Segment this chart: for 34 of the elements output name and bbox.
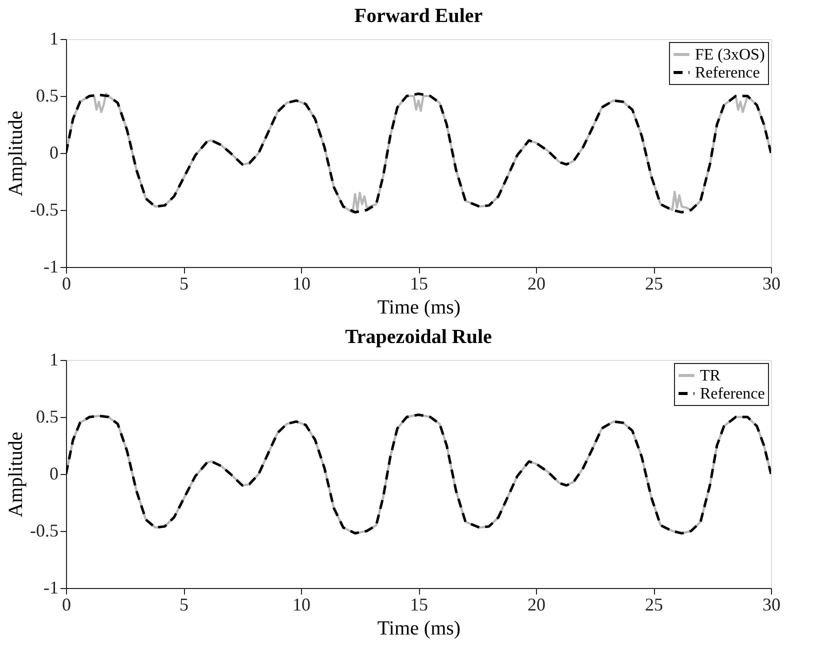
legend-label: Reference — [700, 386, 765, 402]
y-tick-label: 0.5 — [36, 86, 58, 106]
y-tick-label: 0.5 — [36, 406, 58, 426]
y-tick-label: -1 — [44, 256, 58, 276]
x-tick-label: 20 — [528, 274, 546, 294]
legend-label: FE (3xOS) — [695, 46, 765, 64]
y-axis-title: Amplitude — [5, 110, 28, 196]
legend-label: Reference — [695, 64, 760, 82]
x-tick-label: 10 — [292, 594, 310, 614]
y-axis-title: Amplitude — [5, 432, 28, 518]
y-tick-label: 1 — [50, 350, 58, 370]
y-tick-label: -0.5 — [30, 520, 58, 540]
x-tick-label: 15 — [410, 594, 428, 614]
y-tick-label: 0 — [50, 464, 58, 484]
x-tick-label: 5 — [180, 594, 188, 614]
x-tick-label: 25 — [645, 594, 663, 614]
y-tick-label: 1 — [50, 28, 58, 48]
y-tick-label: -0.5 — [30, 200, 58, 220]
x-tick-label: 25 — [645, 274, 663, 294]
y-tick-label: 0 — [50, 142, 58, 162]
x-axis-title: Time (ms) — [377, 296, 461, 318]
x-tick-label: 20 — [528, 594, 546, 614]
x-axis-title: Time (ms) — [377, 618, 461, 640]
chart-title: Forward Euler — [354, 5, 483, 27]
x-tick-label: 0 — [62, 594, 71, 614]
x-tick-label: 5 — [180, 274, 188, 294]
x-tick-label: 30 — [762, 594, 780, 614]
x-tick-label: 30 — [762, 274, 780, 294]
chart-title: Trapezoidal Rule — [345, 326, 492, 348]
y-tick-label: -1 — [44, 578, 58, 598]
x-tick-label: 0 — [62, 274, 71, 294]
x-tick-label: 10 — [292, 274, 310, 294]
x-tick-label: 15 — [410, 274, 428, 294]
legend-label: TR — [700, 368, 721, 384]
